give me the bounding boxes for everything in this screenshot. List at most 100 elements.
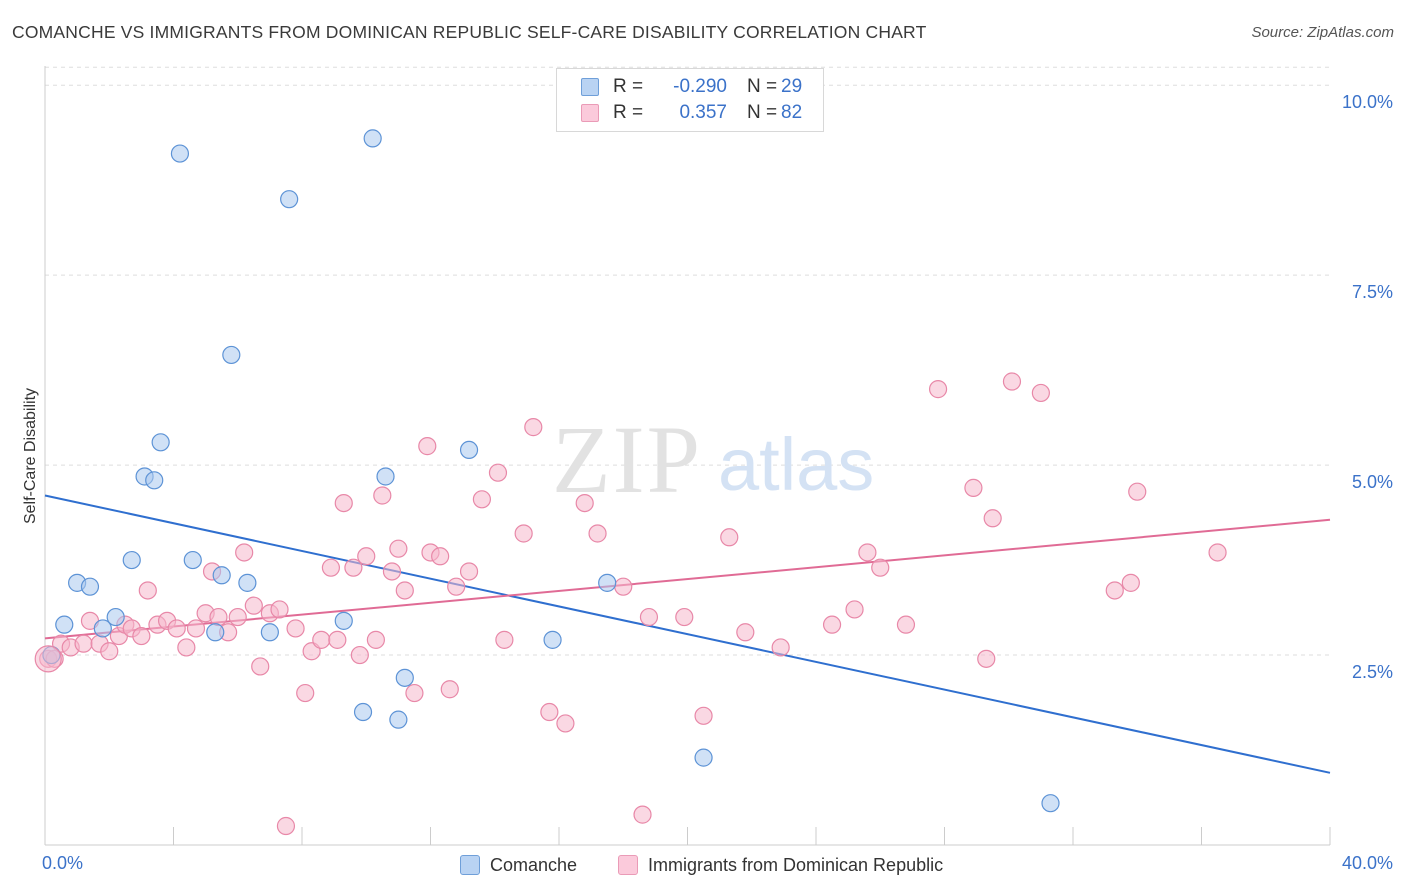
dominican-point <box>395 581 414 600</box>
dominican-point <box>896 615 916 634</box>
comanche-point <box>55 615 74 634</box>
legend-n-value: 82 <box>781 102 803 123</box>
x-tick-label: 40.0% <box>1342 853 1393 873</box>
comanche-point <box>1041 794 1060 813</box>
dominican-point <box>736 623 755 642</box>
series-legend-comanche: Comanche <box>460 852 577 878</box>
dominican-point <box>633 805 652 824</box>
dominican-point <box>328 630 347 649</box>
dominican-point <box>138 581 157 600</box>
dominican-point <box>447 577 466 596</box>
comanche-point <box>222 345 241 365</box>
legend-r-value: -0.290 <box>673 76 727 97</box>
comanche-point <box>334 611 353 630</box>
dominican-point <box>357 547 376 566</box>
dominican-point <box>675 607 694 627</box>
dominican-point <box>524 418 543 437</box>
dominican-point <box>177 638 196 657</box>
dominican-point <box>871 558 890 577</box>
y-tick-label: 2.5% <box>1352 662 1393 682</box>
comanche-point <box>543 630 562 649</box>
dominican-point <box>928 380 948 399</box>
dominican-point <box>350 645 369 665</box>
dominican-point <box>459 562 479 581</box>
dominican-point <box>1208 543 1227 562</box>
points-layer <box>34 129 1227 836</box>
comanche-point <box>212 566 231 585</box>
dominican-point <box>514 524 533 543</box>
correlation-legend: R = -0.290 N = 29 R = 0.357 N = 82 <box>556 68 824 132</box>
series-legend-dominican: Immigrants from Dominican Republic <box>618 852 943 878</box>
legend-swatch-comanche <box>581 78 599 96</box>
legend-swatch-dominican <box>581 104 599 122</box>
dominican-point <box>1105 581 1124 600</box>
dominican-point <box>983 509 1002 528</box>
comanche-point <box>238 573 257 592</box>
series-name-comanche: Comanche <box>490 854 578 875</box>
dominican-point <box>235 543 254 562</box>
dominican-point <box>228 607 247 627</box>
comanche-point <box>389 710 408 729</box>
dominican-point <box>495 630 514 649</box>
dominican-point <box>209 607 228 627</box>
comanche-point <box>145 471 164 490</box>
dominican-point <box>321 558 341 577</box>
legend-r-label: R = <box>613 102 644 123</box>
legend-n-label: N = <box>747 102 778 123</box>
y-tick-label: 7.5% <box>1352 282 1393 302</box>
dominican-point <box>382 562 402 581</box>
comanche-point <box>206 623 225 642</box>
dominican-point <box>132 626 151 646</box>
chart-title: COMANCHE VS IMMIGRANTS FROM DOMINICAN RE… <box>12 22 927 42</box>
dominican-point <box>639 607 659 627</box>
watermark: ZIP atlas <box>552 406 874 513</box>
dominican-point <box>251 657 270 676</box>
dominican-point <box>1002 372 1022 391</box>
dominican-point <box>312 630 331 649</box>
dominican-trend-line <box>44 518 1331 640</box>
comanche-point <box>151 433 170 452</box>
dominican-point <box>1031 383 1050 403</box>
dominican-point <box>186 619 206 638</box>
dominican-point <box>344 558 363 577</box>
dominican-point <box>334 493 353 513</box>
dominican-point <box>286 619 305 638</box>
dominican-point <box>244 596 263 615</box>
comanche-point <box>106 607 125 627</box>
dominican-point <box>588 524 607 543</box>
dominican-point <box>771 638 790 657</box>
dominican-point <box>74 634 93 653</box>
comanche-point <box>80 577 100 596</box>
dominican-point <box>100 642 119 661</box>
comanche-point <box>353 702 373 722</box>
dominican-point <box>431 547 450 566</box>
x-tick-label: 0.0% <box>42 853 83 873</box>
dominican-point <box>845 600 864 619</box>
dominican-point <box>1128 482 1147 501</box>
dominican-point <box>964 478 983 497</box>
y-axis-label: Self-Care Disability <box>22 388 39 524</box>
dominican-point <box>270 600 289 619</box>
dominican-point <box>556 714 575 733</box>
y-tick-label: 5.0% <box>1352 472 1393 492</box>
axis-layer: 2.5% 5.0% 7.5% 10.0% 0.0% 40.0% <box>42 66 1393 873</box>
dominican-point <box>440 680 459 699</box>
legend-r-label: R = <box>613 76 644 97</box>
series-swatch-comanche <box>460 855 480 875</box>
dominican-point <box>366 630 385 649</box>
comanche-trend-line <box>44 494 1331 774</box>
legend-r-value: 0.357 <box>679 102 727 123</box>
series-swatch-dominican <box>618 855 638 875</box>
dominican-point <box>694 706 713 725</box>
dominican-point <box>418 437 437 456</box>
dominican-point <box>167 619 186 638</box>
watermark-zip: ZIP <box>552 406 702 513</box>
dominican-point <box>720 528 739 547</box>
comanche-point <box>280 190 299 209</box>
legend-row-comanche: R = -0.290 N = 29 <box>581 75 802 99</box>
legend-row-dominican: R = 0.357 N = 82 <box>581 101 802 125</box>
dominican-point <box>540 702 559 722</box>
dominican-point <box>405 683 424 703</box>
y-tick-label: 10.0% <box>1342 92 1393 112</box>
